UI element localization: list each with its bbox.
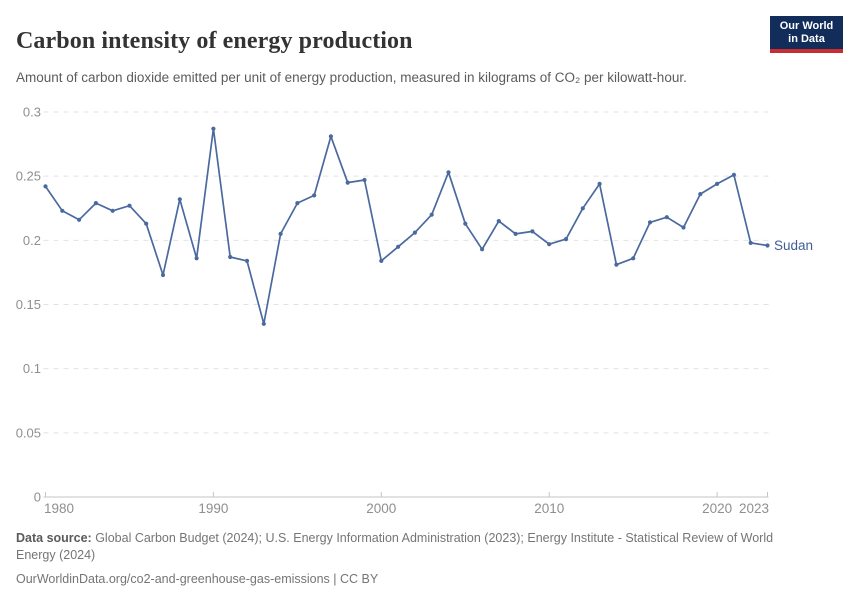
y-axis-tick-label: 0.15: [16, 297, 41, 312]
page-title: Carbon intensity of energy production: [16, 28, 413, 55]
data-source-text: Global Carbon Budget (2024); U.S. Energy…: [16, 531, 774, 563]
data-point-marker: [328, 134, 333, 139]
data-point-marker: [127, 203, 132, 208]
x-axis-tick-label: 1990: [198, 501, 228, 516]
data-point-marker: [547, 242, 552, 247]
data-point-marker: [177, 197, 182, 202]
x-axis-tick-label: 2020: [702, 501, 732, 516]
data-point-marker: [715, 181, 720, 186]
data-point-marker: [244, 258, 250, 263]
data-point-marker: [647, 220, 653, 225]
data-point-marker: [77, 217, 82, 222]
data-point-marker: [379, 258, 384, 263]
data-point-marker: [60, 208, 65, 213]
y-axis-tick-label: 0.05: [16, 425, 41, 440]
y-axis-tick-label: 0.3: [23, 105, 41, 120]
x-axis-tick-label: 2010: [534, 501, 564, 516]
data-point-marker: [580, 206, 585, 211]
data-point-marker: [765, 243, 770, 248]
footer-url-link[interactable]: OurWorldinData.org/co2-and-greenhouse-ga…: [16, 571, 330, 586]
data-point-marker: [144, 221, 149, 226]
y-axis-tick-label: 0.25: [16, 169, 41, 184]
license-line: OurWorldinData.org/co2-and-greenhouse-ga…: [16, 571, 810, 588]
data-point-marker: [664, 215, 669, 220]
data-point-marker: [345, 180, 350, 185]
data-point-marker: [110, 208, 115, 213]
license-text: | CC BY: [329, 571, 379, 586]
data-point-marker: [563, 237, 569, 242]
data-point-marker: [513, 231, 518, 236]
data-point-marker: [429, 212, 434, 217]
x-axis-tick-label: 2000: [366, 501, 396, 516]
data-point-marker: [312, 193, 317, 198]
data-point-marker: [194, 256, 199, 261]
data-source-label: Data source:: [16, 531, 92, 545]
chart-subtitle: Amount of carbon dioxide emitted per uni…: [16, 69, 687, 85]
data-point-marker: [228, 254, 233, 260]
data-point-marker: [160, 272, 166, 278]
data-point-marker: [748, 240, 753, 245]
chart-footer: Data source: Global Carbon Budget (2024)…: [16, 530, 810, 588]
owid-logo-line1: Our World: [779, 20, 834, 32]
chart-line: [44, 127, 769, 325]
data-point-marker: [530, 229, 535, 234]
data-point-marker: [211, 126, 216, 131]
data-source-line: Data source: Global Carbon Budget (2024)…: [16, 530, 810, 565]
data-point-marker: [463, 221, 468, 226]
x-axis-tick-label: 1980: [44, 501, 74, 516]
data-point-marker: [396, 244, 401, 249]
owid-logo[interactable]: Our World in Data: [770, 16, 843, 54]
y-axis-tick-label: 0.1: [23, 361, 41, 376]
data-point-marker: [597, 181, 602, 186]
data-point-marker: [480, 247, 485, 252]
data-point-marker: [261, 321, 266, 326]
series-end-label: Sudan: [774, 238, 813, 253]
y-axis-tick-label: 0.2: [23, 233, 41, 248]
data-point-marker: [278, 231, 283, 236]
data-point-marker: [446, 170, 451, 175]
data-point-marker: [362, 177, 367, 183]
data-point-marker: [496, 219, 501, 224]
x-axis-tick-label: 2023: [739, 501, 769, 516]
data-point-marker: [681, 225, 686, 230]
owid-logo-line2: in Data: [788, 33, 825, 46]
data-point-marker: [698, 192, 703, 197]
data-point-marker: [731, 172, 737, 177]
data-point-marker: [412, 230, 417, 235]
data-point-marker: [631, 256, 636, 261]
data-point-marker: [295, 201, 300, 206]
data-point-marker: [614, 262, 619, 267]
data-point-marker: [93, 201, 98, 206]
data-point-marker: [43, 184, 48, 189]
y-axis-tick-label: 0: [34, 490, 41, 505]
